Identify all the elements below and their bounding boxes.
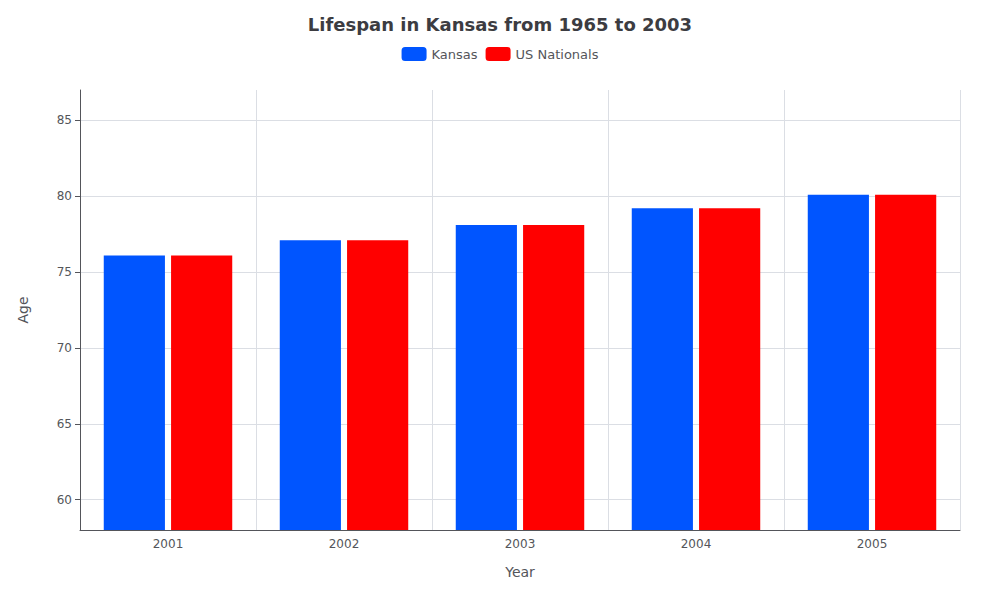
svg-text:2002: 2002	[329, 537, 360, 551]
svg-text:Age: Age	[15, 296, 31, 323]
svg-text:75: 75	[57, 265, 72, 279]
svg-text:US Nationals: US Nationals	[516, 47, 599, 62]
svg-text:60: 60	[57, 493, 72, 507]
svg-text:80: 80	[57, 189, 72, 203]
svg-text:2005: 2005	[857, 537, 888, 551]
svg-text:2001: 2001	[153, 537, 184, 551]
svg-text:Kansas: Kansas	[432, 47, 478, 62]
svg-text:85: 85	[57, 113, 72, 127]
svg-text:70: 70	[57, 341, 72, 355]
svg-text:Year: Year	[504, 564, 535, 580]
svg-text:Lifespan in Kansas from 1965 t: Lifespan in Kansas from 1965 to 2003	[308, 14, 692, 35]
svg-text:2004: 2004	[681, 537, 712, 551]
svg-text:2003: 2003	[505, 537, 536, 551]
svg-text:65: 65	[57, 417, 72, 431]
